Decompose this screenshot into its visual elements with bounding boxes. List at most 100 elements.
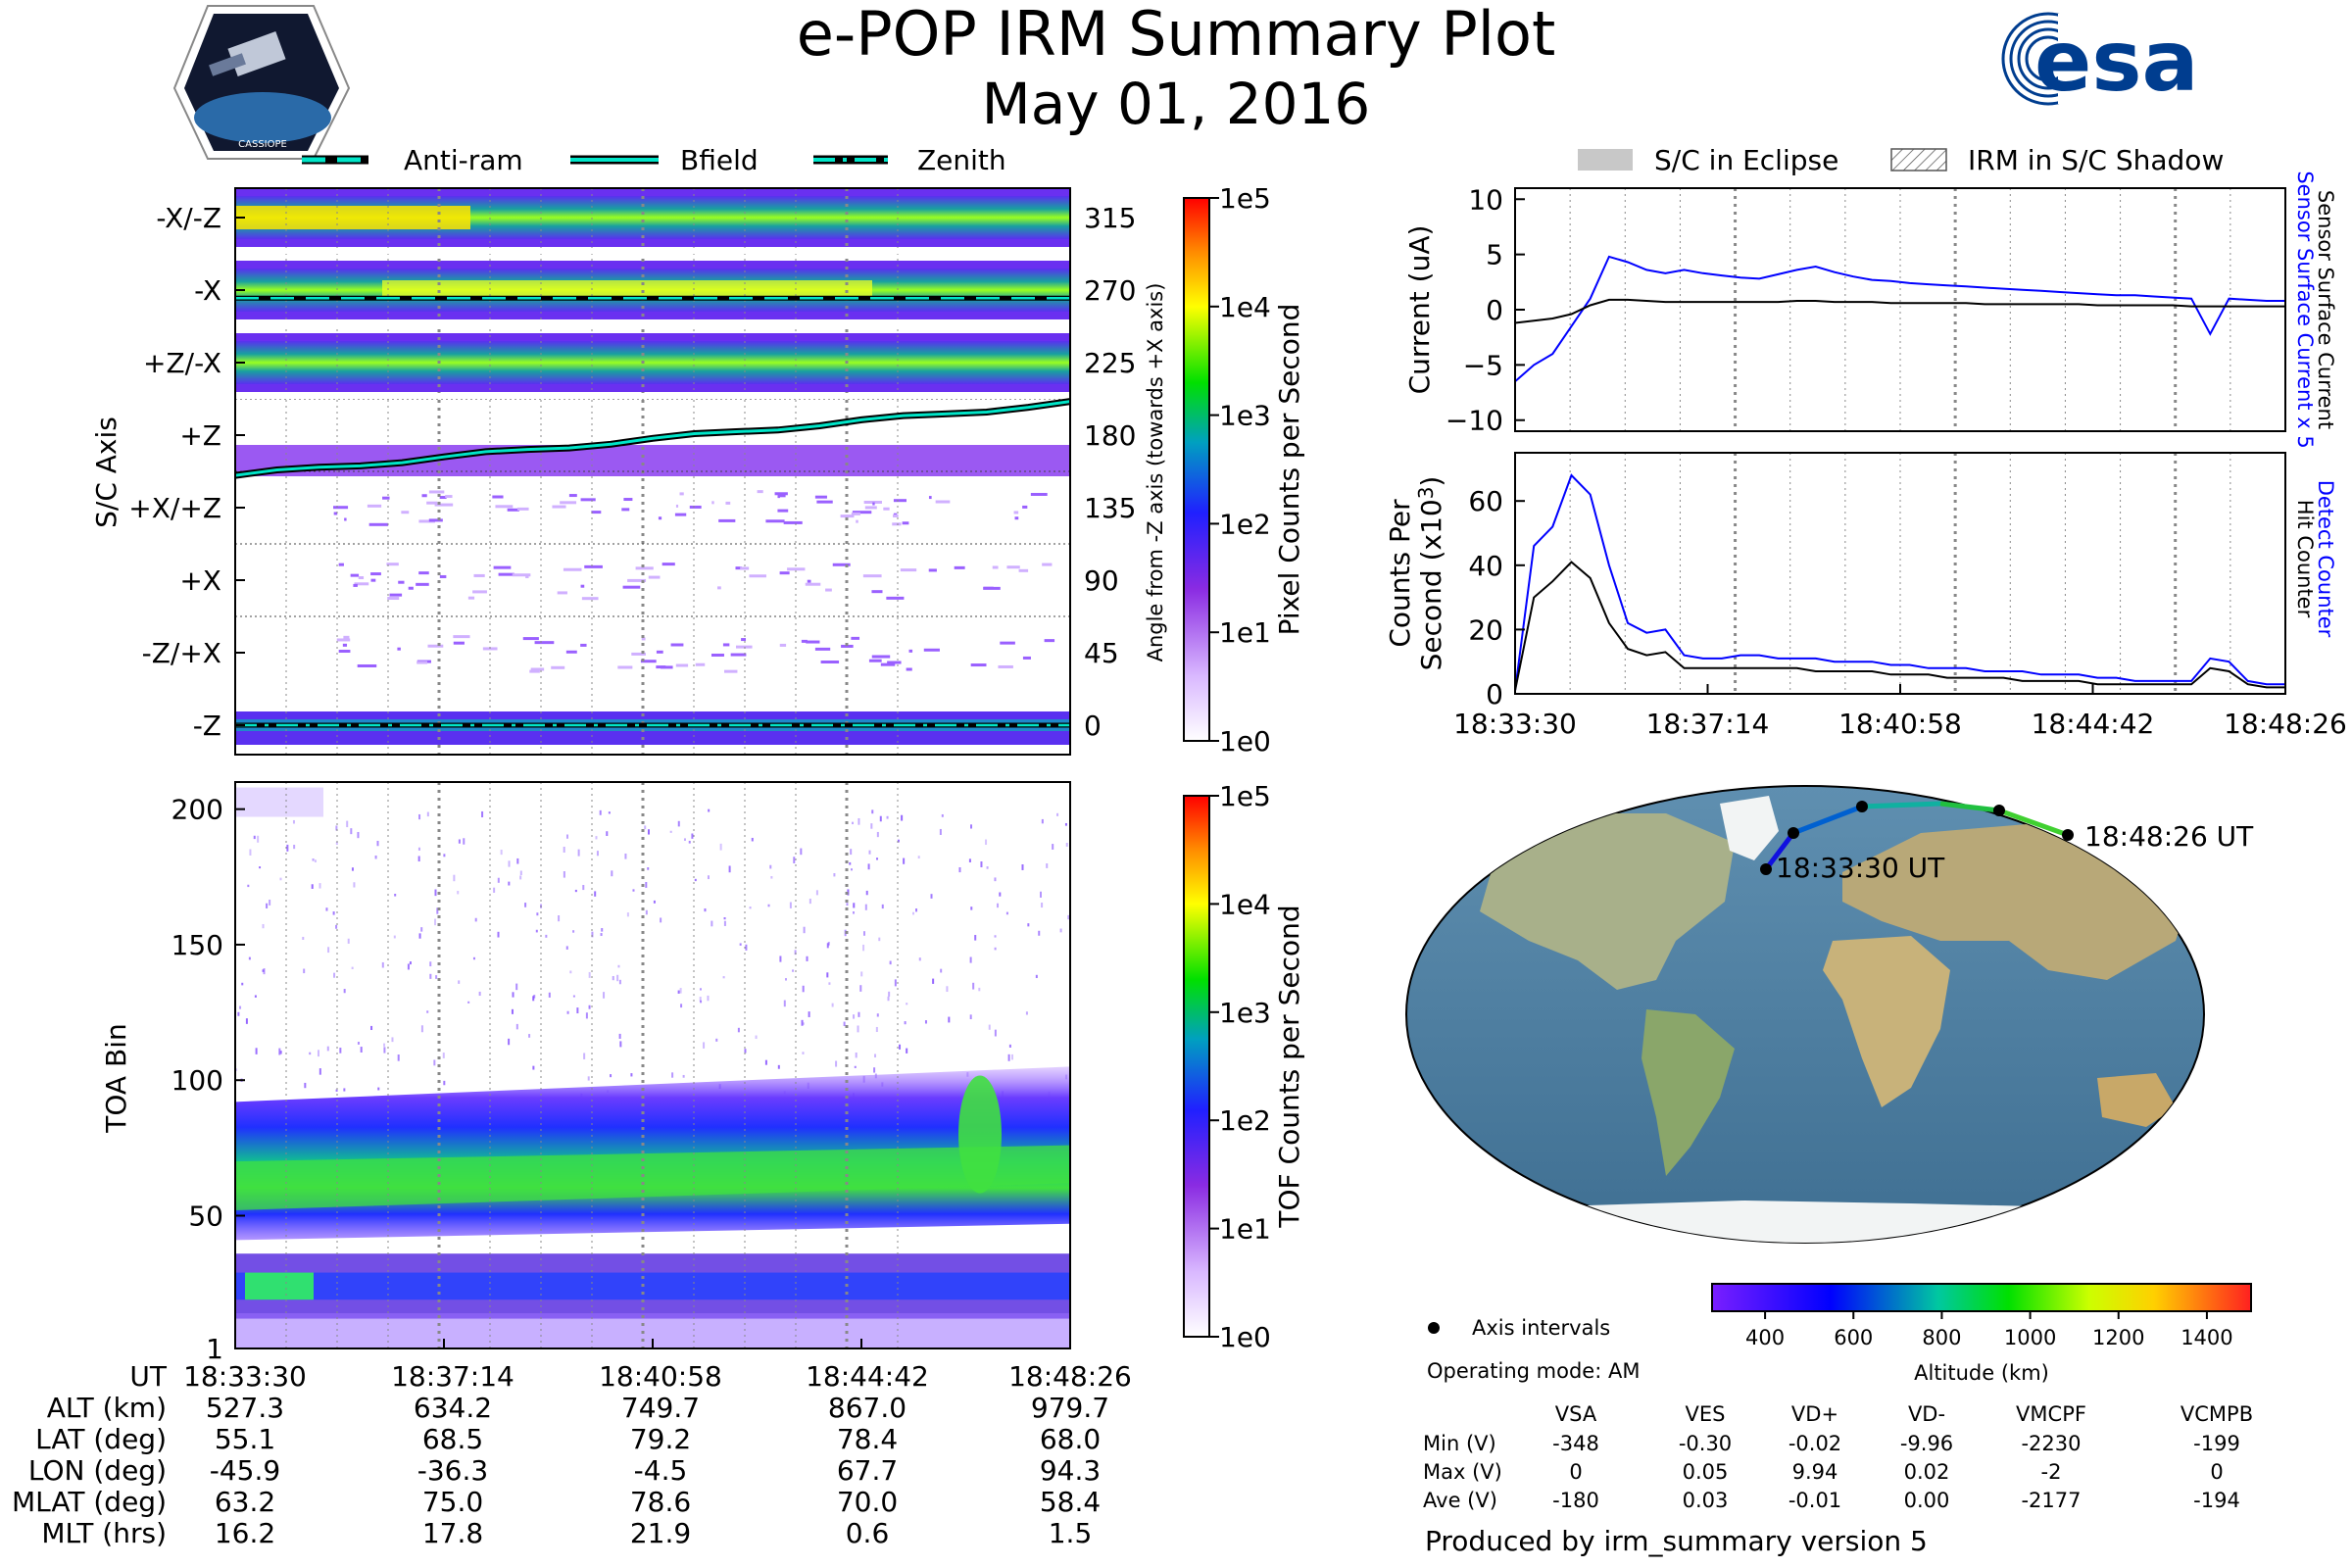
pixel-scatter-mark (382, 496, 390, 500)
ephemeris-row-label: ALT (km) (47, 1392, 167, 1424)
pixel-scatter-mark (725, 501, 731, 505)
pixel-row-label: -X/-Z (156, 202, 221, 234)
pixel-scatter-mark (631, 652, 646, 656)
pixel-scatter-mark (492, 495, 504, 499)
tof-noise (587, 1076, 590, 1081)
tof-noise (677, 820, 680, 827)
pixel-scatter-mark (387, 597, 400, 601)
voltage-cell: 0.05 (1683, 1460, 1729, 1484)
tof-noise (1038, 930, 1041, 936)
tof-noise (332, 911, 335, 915)
orbit-segment (1939, 801, 2000, 813)
tof-noise (700, 1000, 703, 1004)
tof-noise (997, 903, 1000, 908)
tof-noise (870, 823, 873, 829)
tof-noise (878, 937, 881, 942)
voltage-header: VD- (1908, 1402, 1945, 1426)
counter-xtick-label: 18:48:26 (2224, 708, 2347, 740)
pixel-scatter-mark (401, 511, 410, 514)
tof-low-core (235, 1272, 1070, 1300)
tof-noise (508, 1038, 511, 1046)
voltage-cell: -0.02 (1788, 1432, 1841, 1455)
ephemeris-cell: 527.3 (206, 1392, 284, 1424)
orbit-segment (1764, 831, 1795, 871)
ephemeris-cell: 68.5 (422, 1423, 483, 1455)
orbit-map: 18:33:30 UT 18:48:26 UT (1405, 785, 2254, 1244)
pixel-row-label: -Z/+X (142, 637, 221, 669)
tof-noise (293, 844, 296, 850)
colorbar-tick-label: 1e1 (1219, 1213, 1271, 1246)
pixel-scatter-mark (525, 574, 529, 578)
orbit-segment (1792, 804, 1863, 836)
voltage-cell: -2 (2041, 1460, 2062, 1484)
tof-noise (512, 992, 514, 998)
pixel-bands (235, 188, 1070, 745)
tof-noise (239, 1005, 242, 1009)
counter-xtick-label: 18:40:58 (1838, 708, 1962, 740)
pixel-scatter-mark (580, 498, 596, 502)
colorbar-tick-label: 1e0 (1219, 725, 1271, 758)
tof-noise (854, 1065, 857, 1068)
colorbar-tick-label: 1e2 (1219, 1104, 1271, 1137)
pixel-scatter-mark (453, 635, 470, 639)
voltage-cell: -0.01 (1788, 1489, 1841, 1512)
tof-noise (669, 830, 672, 833)
tof-noise (599, 809, 602, 815)
tof-noise (420, 927, 423, 932)
tof-noise (343, 989, 346, 994)
tof-noise (519, 870, 522, 876)
tof-noise (576, 1007, 579, 1014)
pixel-scatter-mark (675, 663, 689, 667)
colorbar-tick-label: 1e4 (1219, 291, 1271, 323)
tof-noise (751, 837, 754, 842)
tof-noise (394, 894, 397, 897)
tof-noise (577, 849, 580, 857)
tof-noise (351, 867, 354, 871)
tof-noise (254, 995, 257, 998)
pixel-scatter-mark (807, 579, 811, 583)
pixel-scatter-mark (825, 588, 832, 592)
tof-noise (924, 1020, 927, 1024)
ephemeris-cell: 55.1 (215, 1423, 275, 1455)
counter-xtick-label: 18:33:30 (1453, 708, 1577, 740)
pixel-scatter-mark (552, 505, 566, 509)
tof-noise (918, 957, 921, 961)
ephemeris-cell: 0.6 (846, 1517, 890, 1549)
tof-noise (808, 898, 811, 905)
pixel-scatter-mark (851, 512, 860, 515)
tof-noise (311, 884, 314, 889)
tof-noise (548, 992, 551, 998)
pixel-scatter-mark (908, 649, 913, 653)
tof-noise (508, 860, 511, 867)
pixel-scatter-mark (902, 521, 909, 525)
pixel-scatter-mark (679, 492, 684, 496)
tof-content (235, 787, 1070, 1348)
pixel-scatter-mark (832, 563, 851, 566)
pixel-scatter-mark (670, 643, 684, 647)
tof-noise (493, 887, 496, 893)
pixel-colorbar-label: Pixel Counts per Second (1273, 304, 1305, 636)
ephemeris-cell: 63.2 (215, 1486, 275, 1518)
tof-noise (429, 973, 432, 979)
ephemeris-cell: 18:44:42 (806, 1360, 929, 1393)
ephemeris-row-label: LON (deg) (28, 1454, 167, 1487)
pixel-scatter-mark (998, 664, 1013, 668)
pixel-angle-tick: 225 (1084, 347, 1136, 379)
voltage-row-label: Min (V) (1423, 1432, 1496, 1455)
pixel-scatter-mark (418, 519, 435, 523)
pixel-scatter-mark (928, 496, 932, 500)
pixel-scatter-mark (1022, 656, 1031, 660)
tof-tick-label: 1 (206, 1333, 223, 1365)
pixel-scatter-mark (992, 565, 999, 569)
pixel-scatter-mark (568, 494, 577, 498)
tof-noise (802, 985, 805, 993)
pixel-scatter-mark (658, 516, 662, 520)
pixel-scatter-mark (662, 563, 675, 566)
tof-noise (719, 843, 722, 851)
tof-noise (314, 859, 317, 862)
tof-noise (237, 1011, 240, 1016)
pixel-scatter-mark (887, 661, 902, 664)
current-axis-ticks: 10 5 0 −5 −10 (1446, 183, 1525, 437)
tof-noise (808, 1011, 810, 1017)
tof-noise (826, 972, 829, 978)
